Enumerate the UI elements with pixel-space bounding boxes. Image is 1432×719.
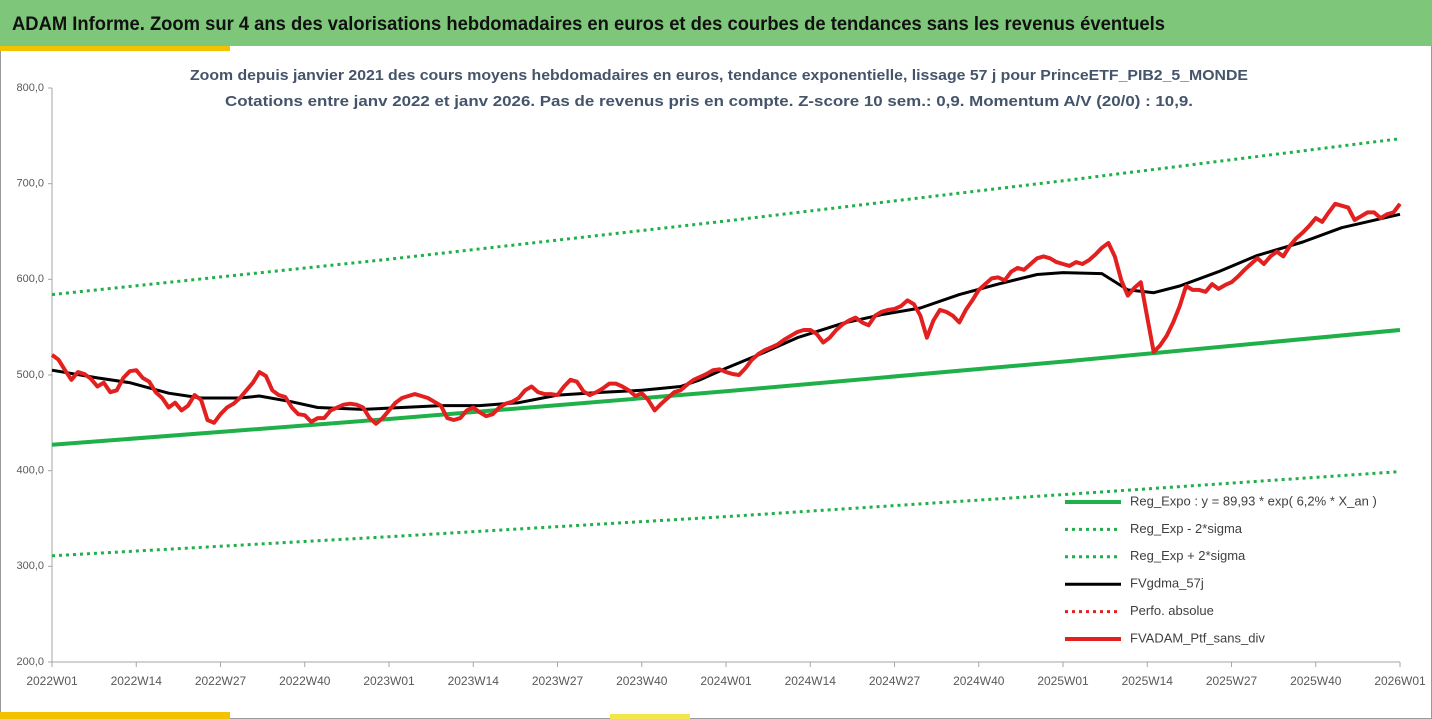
y-tick-label: 400,0	[16, 465, 44, 477]
accent-mid	[610, 714, 690, 719]
y-tick-label: 500,0	[16, 369, 44, 381]
y-tick-label: 800,0	[16, 82, 44, 94]
legend-label: Reg_Exp + 2*sigma	[1130, 548, 1246, 563]
x-tick-label: 2023W14	[448, 674, 500, 688]
page-title: ADAM Informe. Zoom sur 4 ans des valoris…	[12, 14, 1165, 35]
x-tick-label: 2024W01	[700, 674, 752, 688]
x-tick-label: 2025W14	[1122, 674, 1174, 688]
accent-top	[0, 46, 230, 51]
y-tick-label: 600,0	[16, 273, 44, 285]
series-line	[51, 470, 1401, 558]
x-tick-label: 2022W27	[195, 674, 247, 688]
chart-subtitle: Cotations entre janv 2022 et janv 2026. …	[225, 93, 1193, 110]
x-tick-label: 2022W40	[279, 674, 331, 688]
y-tick-label: 200,0	[16, 656, 44, 668]
x-tick-label: 2025W27	[1206, 674, 1258, 688]
x-tick-label: 2022W14	[111, 674, 163, 688]
y-tick-label: 700,0	[16, 178, 44, 190]
legend-label: Perfo. absolue	[1130, 603, 1214, 618]
series-line	[51, 212, 1401, 411]
chart-subtitle: Zoom depuis janvier 2021 des cours moyen…	[190, 67, 1248, 84]
x-tick-label: 2022W01	[26, 674, 78, 688]
x-tick-label: 2024W40	[953, 674, 1005, 688]
x-tick-label: 2025W01	[1037, 674, 1089, 688]
banner	[0, 0, 1432, 46]
x-tick-label: 2023W27	[532, 674, 584, 688]
x-tick-label: 2026W01	[1374, 674, 1426, 688]
series-line	[51, 328, 1401, 447]
legend-label: Reg_Expo : y = 89,93 * exp( 6,2% * X_an …	[1130, 493, 1377, 508]
x-tick-label: 2023W40	[616, 674, 668, 688]
x-tick-label: 2024W14	[785, 674, 837, 688]
legend-label: FVADAM_Ptf_sans_div	[1130, 630, 1265, 645]
x-tick-label: 2023W01	[363, 674, 415, 688]
series-line	[51, 137, 1401, 297]
y-tick-label: 300,0	[16, 560, 44, 572]
x-tick-label: 2025W40	[1290, 674, 1342, 688]
x-tick-label: 2024W27	[869, 674, 921, 688]
legend-label: FVgdma_57j	[1130, 576, 1204, 591]
accent-bottom	[0, 712, 230, 719]
legend-label: Reg_Exp - 2*sigma	[1130, 521, 1243, 536]
series-line	[50, 201, 1402, 426]
